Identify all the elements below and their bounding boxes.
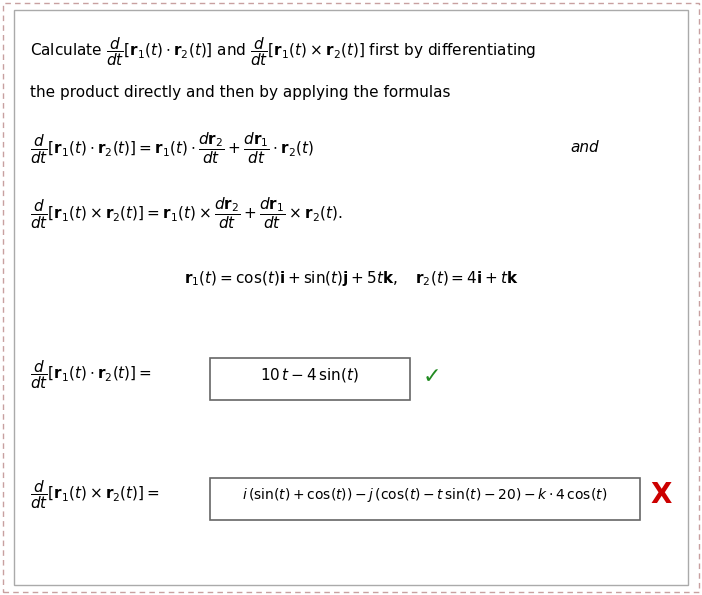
Text: $10\,t - 4\,\sin(t)$: $10\,t - 4\,\sin(t)$ xyxy=(260,366,359,384)
Text: $\mathbf{X}$: $\mathbf{X}$ xyxy=(650,481,673,509)
Bar xyxy=(210,478,640,520)
Text: Calculate $\dfrac{d}{dt}[\mathbf{r}_1(t) \cdot \mathbf{r}_2(t)]$ and $\dfrac{d}{: Calculate $\dfrac{d}{dt}[\mathbf{r}_1(t)… xyxy=(30,36,536,68)
Text: and: and xyxy=(570,140,599,155)
Text: $i\,(\sin(t) + \cos(t)) - j\,(\cos(t) - t\,\sin(t) - 20) - k \cdot 4\,\cos(t)$: $i\,(\sin(t) + \cos(t)) - j\,(\cos(t) - … xyxy=(242,486,608,504)
Text: $\dfrac{d}{dt}[\mathbf{r}_1(t) \cdot \mathbf{r}_2(t)] = $: $\dfrac{d}{dt}[\mathbf{r}_1(t) \cdot \ma… xyxy=(30,359,152,392)
Text: $\mathbf{r}_1(t) = \mathrm{cos}(t)\mathbf{i} + \mathrm{sin}(t)\mathbf{j} + 5t\ma: $\mathbf{r}_1(t) = \mathrm{cos}(t)\mathb… xyxy=(184,268,518,287)
Text: $\checkmark$: $\checkmark$ xyxy=(422,365,439,385)
Bar xyxy=(210,358,410,400)
Text: the product directly and then by applying the formulas: the product directly and then by applyin… xyxy=(30,86,451,101)
Text: $\dfrac{d}{dt}[\mathbf{r}_1(t) \times \mathbf{r}_2(t)] = $: $\dfrac{d}{dt}[\mathbf{r}_1(t) \times \m… xyxy=(30,478,160,511)
Text: $\dfrac{d}{dt}[\mathbf{r}_1(t) \times \mathbf{r}_2(t)] = \mathbf{r}_1(t) \times : $\dfrac{d}{dt}[\mathbf{r}_1(t) \times \m… xyxy=(30,195,343,231)
Text: $\dfrac{d}{dt}[\mathbf{r}_1(t) \cdot \mathbf{r}_2(t)] = \mathbf{r}_1(t) \cdot \d: $\dfrac{d}{dt}[\mathbf{r}_1(t) \cdot \ma… xyxy=(30,130,314,166)
